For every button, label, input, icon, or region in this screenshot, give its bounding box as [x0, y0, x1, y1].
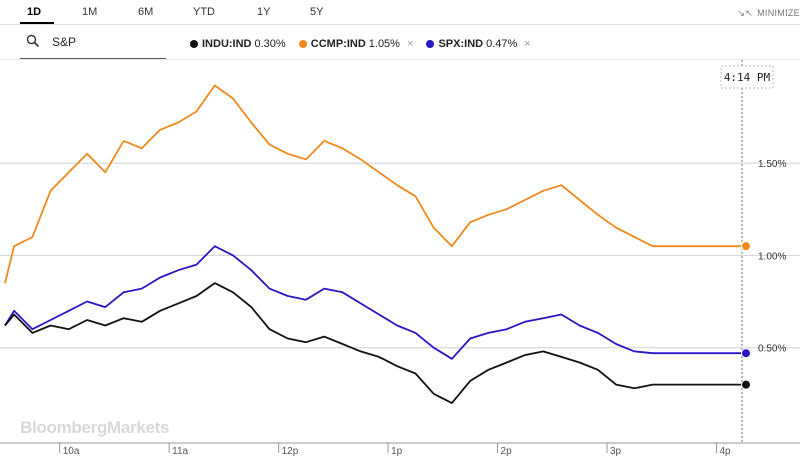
search-input[interactable]: S&P	[52, 35, 77, 49]
tab-6m[interactable]: 6M	[138, 6, 154, 18]
series-end-marker	[741, 241, 751, 252]
y-tick-label: 1.00%	[758, 251, 786, 262]
search-field[interactable]: S&P	[20, 28, 166, 59]
y-tick-label: 1.50%	[758, 159, 786, 170]
series-line	[4, 282, 742, 405]
legend-symbol: SPX:IND	[438, 38, 484, 50]
series-color-dot	[426, 40, 435, 48]
header-divider	[0, 59, 800, 60]
legend-symbol: CCMP:IND	[310, 38, 366, 50]
tab-ytd[interactable]: YTD	[193, 6, 215, 18]
legend-change: 1.05%	[368, 38, 400, 50]
series-color-dot	[190, 40, 198, 48]
price-chart[interactable]: 10a 11a 12p 1p 2p 3p 4p 0.50% 1.00% 1.50% 4:14 P…	[0, 60, 800, 461]
minimize-label: MINIMIZE	[757, 8, 800, 18]
time-label: 4:14 PM	[724, 71, 771, 84]
tab-1m[interactable]: 1M	[82, 6, 98, 18]
x-tick-label: 4p	[719, 446, 731, 457]
series-legend: INDU:IND 0.30% CCMP:IND 1.05% × SPX:IND …	[190, 38, 541, 51]
series-line	[4, 84, 742, 284]
legend-item-ccmp: CCMP:IND 1.05% ×	[298, 38, 414, 50]
series-end-marker	[741, 348, 751, 359]
minimize-icon: ↘↖	[737, 8, 754, 18]
series-end-marker	[741, 379, 751, 390]
bloomberg-markets-watermark: BloombergMarkets	[20, 418, 170, 437]
remove-series-button[interactable]: ×	[524, 38, 531, 50]
x-tick-label: 2p	[501, 446, 513, 457]
chart-gridlines	[0, 60, 800, 443]
timeframe-tab-bar: 1D 1M 6M YTD 1Y 5Y ↘↖ MINIMIZE	[0, 0, 800, 25]
search-icon	[26, 34, 40, 53]
y-tick-label: 0.50%	[758, 344, 786, 355]
current-time-marker: 4:14 PM	[720, 65, 774, 89]
legend-change: 0.47%	[486, 38, 518, 50]
tab-1d[interactable]: 1D	[27, 6, 42, 18]
chart-series-lines	[4, 84, 751, 405]
x-tick-label: 1p	[391, 446, 403, 457]
x-axis: 10a 11a 12p 1p 2p 3p 4p	[0, 442, 800, 457]
remove-series-button[interactable]: ×	[406, 38, 414, 50]
active-tab-indicator	[20, 22, 54, 24]
minimize-button[interactable]: ↘↖ MINIMIZE	[737, 8, 800, 19]
x-tick-label: 11a	[172, 446, 188, 457]
series-color-dot	[298, 40, 307, 48]
y-axis: 0.50% 1.00% 1.50%	[758, 159, 786, 355]
legend-change: 0.30%	[254, 38, 286, 50]
x-tick-label: 3p	[610, 446, 622, 457]
legend-item-indu: INDU:IND 0.30%	[190, 38, 286, 50]
series-line	[4, 245, 742, 360]
x-tick-label: 10a	[63, 446, 80, 457]
tab-1y[interactable]: 1Y	[257, 6, 271, 18]
legend-item-spx: SPX:IND 0.47% ×	[426, 38, 531, 50]
time-label-box	[720, 65, 774, 89]
x-tick-label: 12p	[282, 446, 299, 457]
legend-symbol: INDU:IND	[202, 38, 252, 50]
tab-5y[interactable]: 5Y	[310, 6, 324, 18]
